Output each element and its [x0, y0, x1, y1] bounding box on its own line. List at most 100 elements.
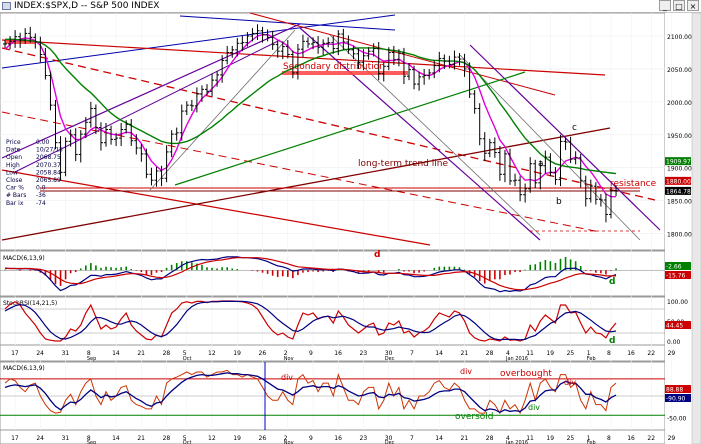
date-tick-label: 16: [334, 350, 342, 357]
info-label: Bar ix: [6, 200, 24, 207]
trendline-red-dashed-2: [1, 111, 601, 233]
macd-d2-label: d: [609, 277, 615, 287]
long-term-trend-label: long-term trend line: [358, 159, 448, 169]
resistance-label: resistance: [610, 179, 657, 189]
minimize-button[interactable]: _: [659, 0, 671, 11]
info-label: Low: [6, 169, 18, 176]
date-tick-label: 17: [11, 435, 19, 442]
info-value: 2068.75: [36, 154, 61, 161]
trend-lines: [1, 12, 661, 246]
date-tick-label: 2: [284, 350, 288, 357]
date-tick-label: 9: [309, 350, 313, 357]
hourly-div-label-2: div: [460, 367, 472, 376]
wave-c-label: c: [572, 123, 577, 133]
stoch-tick-label: 100.00: [667, 299, 688, 306]
wave-b-label: b: [556, 197, 562, 207]
trendline-blue-top: [1, 14, 396, 69]
hourly-value-box: [665, 394, 691, 402]
axes: 2100.002050.002000.001950.001900.001850.…: [11, 34, 692, 444]
info-value: 10/27/15: [36, 147, 63, 154]
indicator-annotations: d d d div div div overbought oversold di…: [281, 250, 615, 422]
info-label: # Bars: [6, 192, 26, 199]
trendline-red-upper: [1, 39, 606, 76]
price-tick-label: 1950.00: [667, 133, 692, 140]
info-label: Open: [6, 154, 22, 161]
hourly-label: MACD(6,13,9): [3, 365, 45, 372]
macd-line: [4, 256, 617, 293]
stoch-value-label: 44.45: [666, 323, 683, 330]
info-value: 2058.84: [36, 169, 61, 176]
month-label: Jan 2016: [505, 440, 528, 444]
month-label: Sep: [87, 356, 96, 362]
date-tick-label: 14: [435, 435, 443, 442]
date-tick-label: 19: [546, 435, 554, 442]
date-tick-label: 1: [587, 435, 591, 442]
trendline-purple-2: [14, 39, 281, 173]
date-tick-label: 8: [87, 435, 91, 442]
long-term-trendline: [1, 127, 611, 241]
date-tick-label: 5: [183, 350, 187, 357]
trendline-red-dashed-1: [1, 47, 656, 201]
maximize-button[interactable]: □: [673, 0, 685, 11]
price-panel: [0, 12, 666, 251]
price-tick-label: 2000.00: [667, 100, 692, 107]
date-tick-label: 21: [461, 350, 469, 357]
macd-d-label: d: [374, 250, 380, 260]
date-tick-label: 1: [587, 350, 591, 357]
grid-lines: [0, 13, 672, 430]
hourly-div-label-3: div: [564, 378, 576, 387]
data-window: Price 0.00 Date 10/27/15 Open 2068.75 High 2070…: [6, 139, 63, 207]
window-controls: _ □ ×: [659, 0, 699, 12]
price-annotations: Secondary distribution long-term trend l…: [283, 62, 657, 207]
date-tick-label: 7: [410, 435, 414, 442]
date-tick-label: 14: [112, 350, 120, 357]
price-tick-label: 1900.00: [667, 166, 692, 173]
hourly-blue-line: [4, 372, 617, 414]
trendline-purple-3: [299, 27, 541, 241]
date-tick-label: 5: [183, 435, 187, 442]
trendline-gray-2: [329, 34, 541, 236]
hourly-value-box: [665, 385, 691, 393]
price-label-box: [665, 157, 691, 166]
wave-a-label: a: [538, 159, 544, 169]
month-label: Nov: [284, 440, 294, 444]
price-tick-label: 1800.00: [667, 232, 692, 239]
trendline-green-uptrend: [174, 71, 526, 186]
price-label: 1909.97: [666, 159, 691, 166]
month-label: Oct: [183, 440, 192, 444]
date-tick-label: 4: [506, 435, 510, 442]
moving-averages: [4, 34, 617, 198]
month-label: Dec: [385, 440, 395, 444]
date-tick-label: 25: [567, 350, 575, 357]
macd-value-label: -2.66: [666, 264, 682, 271]
date-tick-label: 28: [163, 435, 171, 442]
price-label-box: [665, 176, 691, 185]
trendline-gray-1: [149, 29, 296, 191]
hourly-div-label-1: div: [281, 373, 293, 382]
date-tick-label: 30: [385, 435, 393, 442]
date-tick-label: 23: [360, 350, 368, 357]
date-tick-label: 30: [385, 350, 393, 357]
macd-value-box: [665, 262, 691, 270]
date-tick-label: 29: [668, 435, 676, 442]
close-button[interactable]: ×: [687, 0, 699, 11]
trendline-gray-3: [459, 54, 641, 241]
macd-label: MACD(6,13,9): [3, 255, 45, 262]
trendline-red-lower: [1, 169, 431, 246]
month-label: Jan 2016: [505, 356, 528, 362]
price-label: 1864.78: [666, 188, 691, 195]
hourly-div-low-label: div: [528, 403, 540, 412]
date-tick-label: 11: [526, 350, 534, 357]
hourly-value-label: 88.88: [666, 387, 683, 394]
date-tick-label: 12: [208, 350, 216, 357]
right-scrollbar[interactable]: [691, 12, 701, 444]
date-tick-label: 16: [334, 435, 342, 442]
info-value: 2070.37: [36, 162, 61, 169]
month-label: Feb: [587, 440, 596, 444]
trendline-red-top: [249, 12, 556, 96]
date-tick-label: 28: [163, 350, 171, 357]
macd-panel: [0, 250, 666, 297]
